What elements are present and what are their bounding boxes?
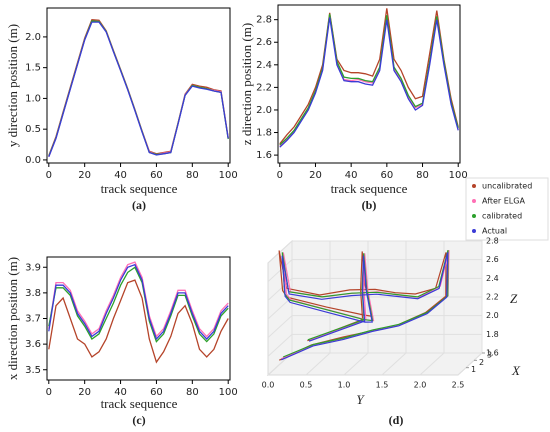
caption: (b) [362,198,377,212]
x-tick-label: 60 [150,170,163,181]
caption: (a) [132,198,146,212]
y-axis-label: y direction position (m) [5,24,20,147]
y-tick-label: 1.5 [25,63,41,74]
plot-area [46,256,231,381]
series-line [48,266,229,343]
y-tick-label: 3.5 [25,365,41,376]
x-axis-label: track sequence [101,181,178,196]
z-tick-label: 2.2 [486,293,499,302]
caption: (d) [389,413,404,427]
x-tick-label: 0 [46,387,52,398]
y-tick-label: 1.6 [256,150,272,161]
z-tick-label: 1.6 [486,349,499,358]
caption: (c) [132,413,145,427]
x-tick-label: 60 [150,387,163,398]
legend-label: uncalibrated [482,182,532,191]
z-tick-label: 2.4 [486,274,499,283]
x-tick-label: 80 [416,170,429,181]
y-tick-label: 1.0 [25,93,41,104]
x-tick-label: 20 [78,387,91,398]
x-tick-label: 100 [219,387,238,398]
legend-label: After ELGA [482,197,525,206]
legend-box [465,177,549,241]
legend-marker [472,184,476,188]
legend-marker [472,229,476,233]
y-tick-label: 1.8 [256,128,272,139]
series-line-3d [281,252,449,361]
x-axis-label: track sequence [101,396,178,411]
z-tick-label: 2.8 [486,237,499,246]
x-tick-label: 80 [186,387,199,398]
y-tick-label: 2.0 [414,381,427,390]
y-tick-label: 2.2 [256,82,272,93]
y-tick-label: 2.6 [256,37,272,48]
y-tick-label: 0.0 [262,381,275,390]
legend-marker [472,214,476,218]
x-tick-label: 0 [46,170,52,181]
grid-line [267,259,482,283]
grid-line [267,333,482,357]
z-tick-label: 2.0 [486,311,499,320]
x-tick-label: 100 [219,170,238,181]
floor-pane [266,352,484,376]
y-tick-label: 2.4 [256,60,272,71]
series-line [48,279,229,364]
y-tick-label: 1.0 [338,381,351,390]
x-tick-label: 100 [449,170,468,181]
y-tick-label: 3.8 [25,288,41,299]
grid-line [267,240,482,264]
y-tick-label: 0.5 [25,124,41,135]
x-tick-label: 0 [277,170,283,181]
x-tick-label: 40 [114,170,127,181]
y-tick-label: 3.9 [25,262,41,273]
y-tick-label: 2.0 [25,32,41,43]
x-tick-label: 40 [114,387,127,398]
legend-marker [472,199,476,203]
x-tick-label: 60 [380,170,393,181]
y-tick-label: 2.5 [452,381,465,390]
legend-label: calibrated [482,212,522,221]
y-tick-label: 2.0 [256,105,272,116]
y-tick-label: 3.7 [25,314,41,325]
y-tick-label: 3.6 [25,339,41,350]
z-axis-label: Z [510,291,518,306]
y-axis-label: x direction position (m) [5,257,20,380]
y-tick-label: 0.5 [300,381,313,390]
y-tick-label: 2.8 [256,15,272,26]
grid-line [267,277,482,301]
x-tick-label: 80 [186,170,199,181]
series-line [48,21,229,158]
x-tick-label: 40 [345,170,358,181]
z-tick-label: 2.6 [486,255,499,264]
legend-label: Actual [482,227,507,236]
series-line [279,8,459,145]
x-tick-label: 20 [309,170,322,181]
series-line [48,263,229,341]
x-tick-label: 1 [471,365,476,374]
plot-area [46,7,231,164]
x-tick-label: 20 [78,170,91,181]
z-tick-label: 1.8 [486,330,499,339]
x-axis-label: X [511,363,521,378]
x-axis-label: track sequence [331,181,408,196]
y-axis-label: z direction position (m) [239,23,254,145]
y-tick-label: 0.0 [25,155,41,166]
y-tick-label: 1.5 [376,381,389,390]
series-line [279,17,459,148]
x-tick-label: 3 [487,351,492,360]
x-tick-label: 2 [479,358,484,367]
series-line [48,261,229,338]
y-axis-label: Y [356,392,365,407]
